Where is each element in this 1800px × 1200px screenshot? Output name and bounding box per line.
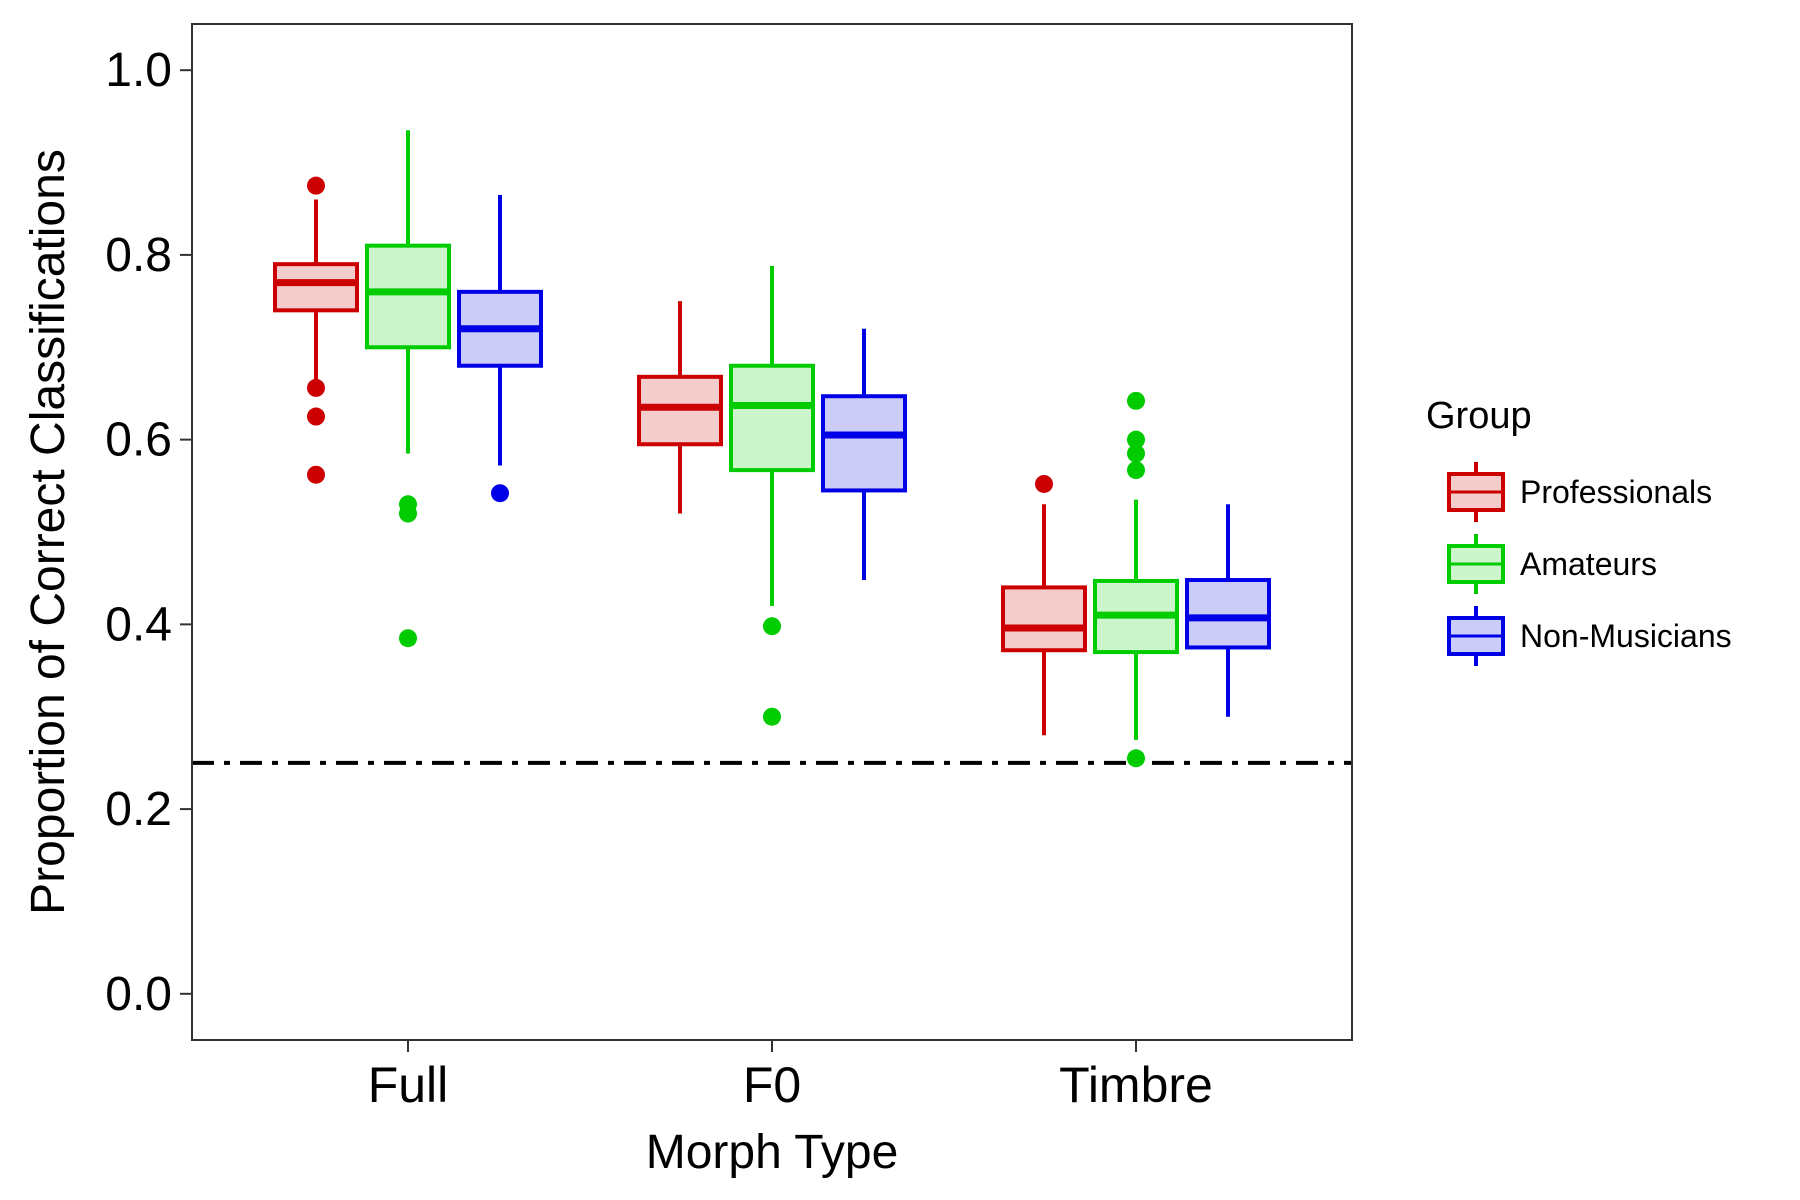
outlier-point [763, 707, 781, 726]
x-axis-label: Morph Type [646, 1126, 899, 1179]
outlier-point [1127, 430, 1145, 449]
legend-label: Professionals [1520, 474, 1712, 510]
y-tick-label: 0.4 [105, 598, 172, 651]
outlier-point [1127, 444, 1145, 463]
legend-label: Non-Musicians [1520, 618, 1732, 654]
legend-title: Group [1426, 395, 1532, 437]
outlier-point [1127, 461, 1145, 480]
outlier-point [763, 617, 781, 636]
y-tick-label: 0.2 [105, 783, 172, 836]
legend-key-amateurs: Amateurs [1447, 534, 1657, 594]
plot-layer [192, 130, 1352, 768]
outlier-point [399, 504, 417, 523]
legend: Group Professionals Amateurs Non-Musicians [1426, 395, 1732, 666]
x-tick-label: Timbre [1059, 1057, 1213, 1113]
box-professionals-timbre [1001, 474, 1087, 736]
outlier-point [307, 378, 325, 397]
box-non-musicians-f0 [821, 328, 907, 581]
legend-label: Amateurs [1520, 546, 1657, 582]
outlier-point [307, 176, 325, 195]
axes-layer: 0.0 0.2 0.4 0.6 0.8 1.0 Full F0 Timbre [105, 44, 1213, 1113]
outlier-point [307, 407, 325, 426]
outlier-point [1035, 474, 1053, 493]
box-non-musicians-timbre [1185, 504, 1271, 717]
box-amateurs-full [365, 130, 451, 648]
outlier-point [1127, 391, 1145, 410]
box-body [821, 394, 907, 493]
legend-key-non-musicians: Non-Musicians [1447, 606, 1732, 666]
outlier-point [307, 465, 325, 484]
y-tick-label: 0.6 [105, 414, 172, 467]
legend-key-professionals: Professionals [1447, 462, 1712, 522]
box-body [365, 243, 451, 350]
x-tick-label: F0 [743, 1057, 801, 1113]
box-professionals-f0 [637, 301, 723, 514]
box-amateurs-f0 [729, 265, 815, 726]
y-tick-label: 0.8 [105, 229, 172, 282]
box-professionals-full [273, 176, 359, 484]
y-tick-label: 1.0 [105, 44, 172, 97]
box-body [1001, 585, 1087, 653]
outlier-point [399, 629, 417, 648]
outlier-point [491, 484, 509, 503]
box-amateurs-timbre [1093, 391, 1179, 768]
outlier-point [1127, 749, 1145, 768]
box-body [729, 363, 815, 473]
box-non-musicians-full [457, 194, 543, 503]
y-tick-label: 0.0 [105, 968, 172, 1021]
box-body [1185, 578, 1271, 650]
y-axis-label: Proportion of Correct Classifications [22, 149, 75, 915]
box-body [273, 262, 359, 313]
x-tick-label: Full [368, 1057, 449, 1113]
